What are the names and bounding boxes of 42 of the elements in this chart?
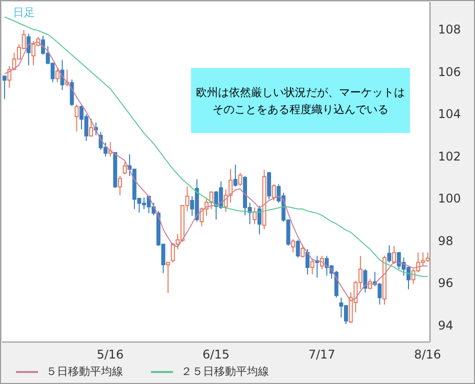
x-tick-label: 8/16 [414, 348, 442, 362]
y-tick-label: 102 [438, 149, 461, 164]
y-tick-label: 104 [438, 107, 461, 122]
annotation: 欧州は依然厳しい状況だが、マーケットは [195, 84, 406, 100]
candlestick [122, 161, 127, 175]
candlestick [291, 238, 296, 253]
candlestick [166, 262, 170, 294]
y-tick-label: 98 [438, 234, 454, 248]
candlestick [363, 268, 368, 293]
y-tick-label: 94 [438, 318, 454, 332]
candlestick [296, 239, 300, 258]
chart-title: 日足 [13, 5, 35, 20]
candlestick [310, 258, 314, 275]
candlestick [306, 248, 310, 275]
y-tick-label: 96 [438, 276, 454, 290]
y-tick-label: 108 [438, 22, 461, 37]
candlestick [7, 65, 12, 88]
candlestick [252, 206, 257, 225]
candlestick [392, 245, 396, 265]
candlestick [118, 175, 122, 196]
candlestick [60, 60, 64, 91]
candlestick [257, 205, 262, 235]
candlestick [70, 79, 74, 107]
candlestick [2, 75, 7, 100]
y-tick-label: 106 [438, 64, 461, 79]
x-tick-label: 6/15 [202, 348, 230, 362]
legend-label: ５日移動平均線 [46, 364, 123, 379]
candlestick [300, 245, 305, 258]
y-tick-label: 100 [438, 192, 461, 206]
candlestick [267, 172, 272, 200]
candlestick [55, 66, 60, 83]
candlestick [233, 164, 238, 188]
annotation: そのことをある程度織り込んでいる [212, 102, 390, 118]
candlestick [238, 172, 242, 186]
candlestick [272, 184, 276, 202]
note-box: 欧州は依然厳しい状況だが、マーケットは そのことをある程度織り込んでいる [191, 68, 410, 133]
x-tick-label: 7/17 [308, 348, 336, 362]
candlestick [89, 118, 94, 138]
candlestick [387, 244, 392, 263]
candlestick [74, 104, 79, 132]
x-tick-label: 5/16 [96, 348, 124, 362]
legend-label: ２５日移動平均線 [181, 364, 269, 379]
